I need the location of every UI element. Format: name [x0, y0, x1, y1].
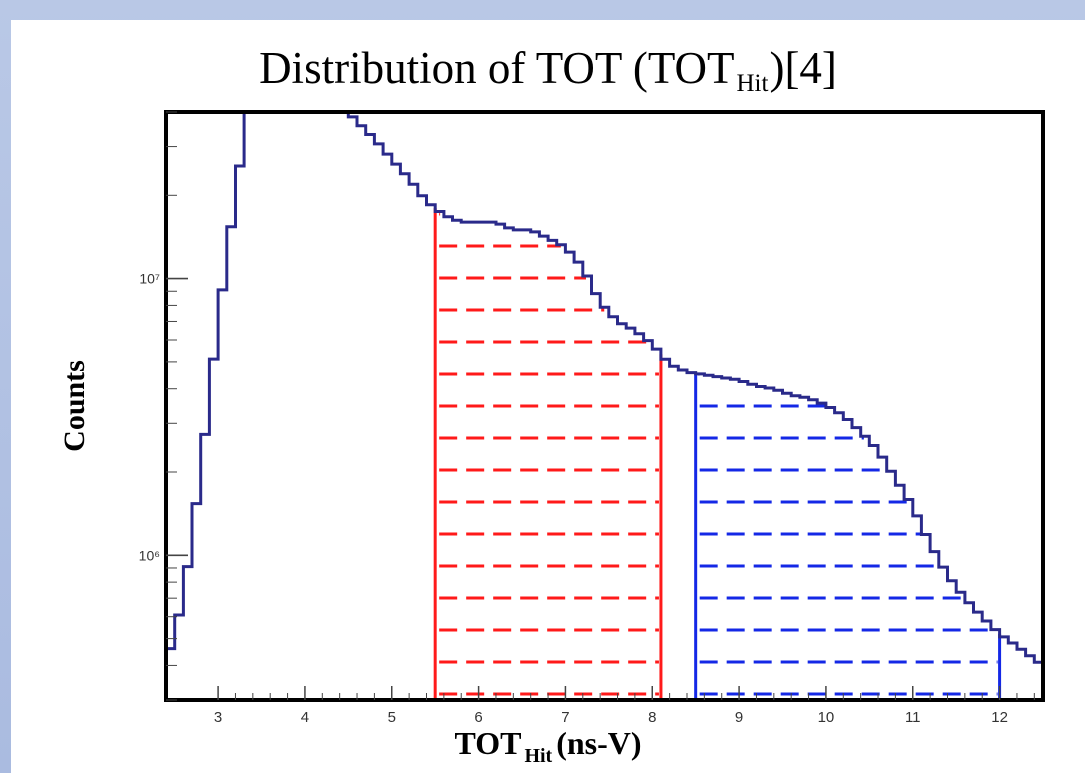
chart-title: Distribution of TOT (TOTHit)[4]	[11, 42, 1085, 98]
x-axis-label: TOT Hit (ns-V)	[11, 725, 1085, 768]
slide: Distribution of TOT (TOTHit)[4] Counts T…	[11, 20, 1085, 773]
x-tick-label: 6	[474, 709, 482, 726]
y-tick-label: 10⁷	[139, 271, 160, 287]
x-tick-label: 9	[735, 709, 743, 726]
x-tick-label: 8	[648, 709, 656, 726]
plot-frame	[164, 110, 1045, 702]
chart-title-subscript: Hit	[736, 70, 769, 97]
x-tick-label: 11	[905, 709, 921, 726]
y-tick-label: 10⁶	[139, 547, 160, 563]
x-tick-label: 10	[818, 709, 835, 726]
x-tick-label: 7	[561, 709, 569, 726]
x-axis-label-main: TOT	[454, 725, 522, 761]
plot-area: 3 4 5 6 7 8 9 10 11 12 10⁶ 10⁷	[139, 110, 1045, 726]
x-tick-label: 4	[301, 709, 309, 726]
histogram-series-line	[166, 110, 1043, 664]
chart-title-main: Distribution of TOT (TOT	[259, 43, 735, 93]
x-tick-label: 5	[388, 709, 396, 726]
x-axis-label-subscript: Hit	[524, 745, 553, 767]
x-tick-label: 12	[991, 709, 1008, 726]
chart-title-tail: )[4]	[769, 43, 837, 93]
x-axis-label-tail: (ns-V)	[556, 725, 642, 761]
x-tick-label: 3	[214, 709, 222, 726]
